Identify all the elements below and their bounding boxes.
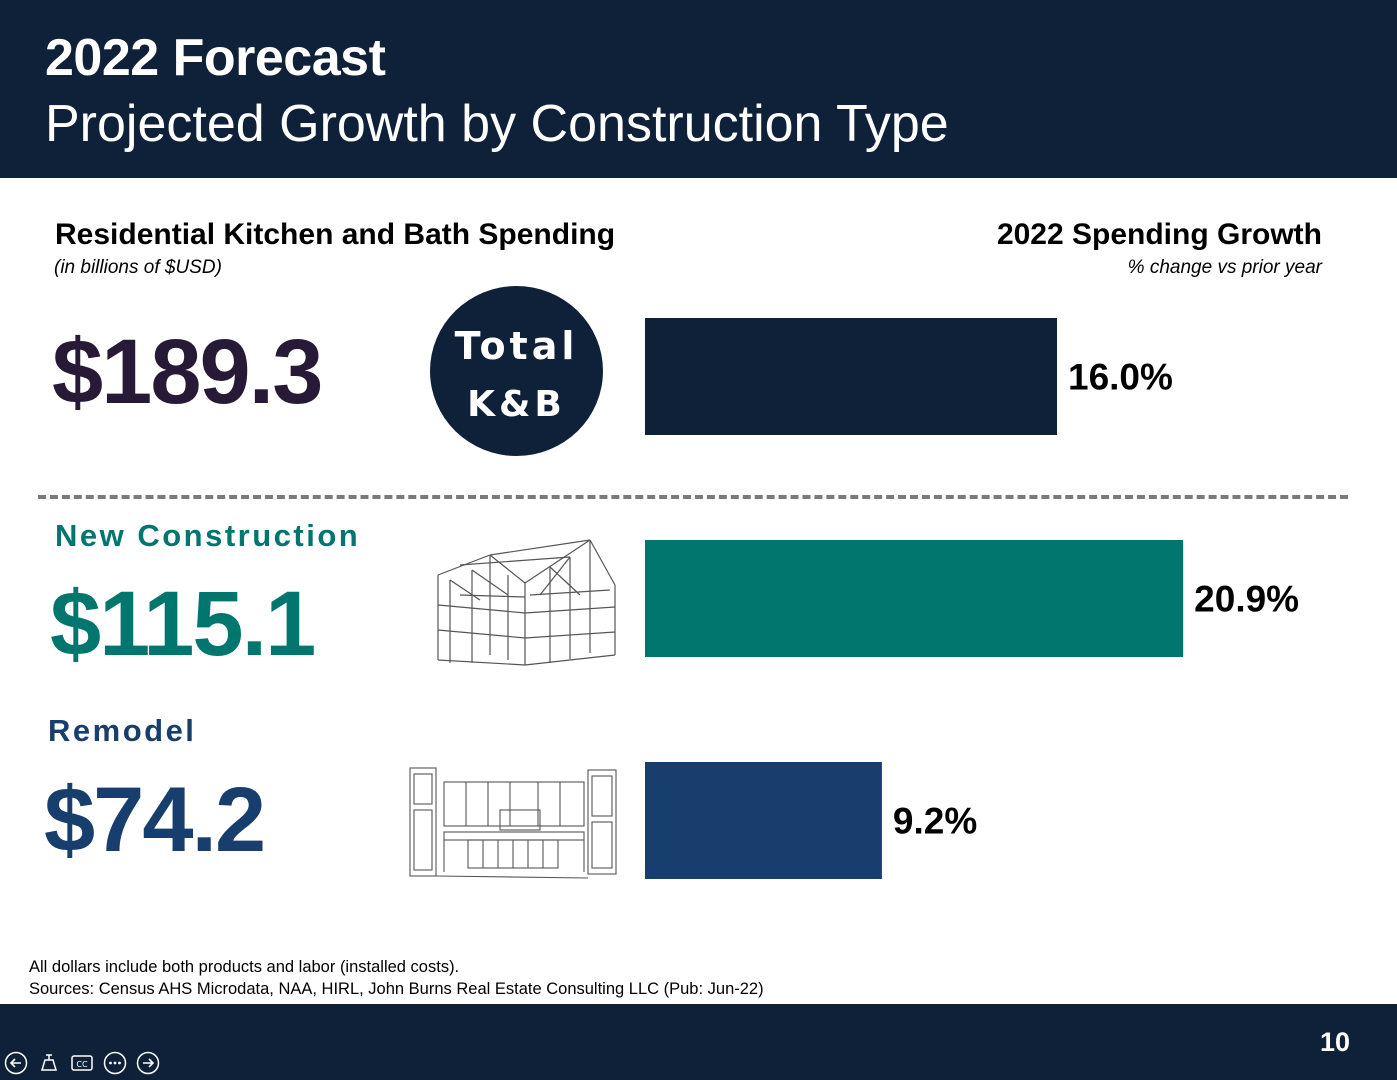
next-icon[interactable] — [136, 1051, 160, 1075]
captions-icon[interactable]: CC — [70, 1051, 94, 1075]
badge-line-kb: K&B — [467, 384, 566, 425]
svg-text:CC: CC — [76, 1060, 88, 1069]
bar-label-total-kb: 16.0% — [1068, 357, 1173, 398]
bar-total-kb — [645, 318, 1057, 435]
pointer-icon[interactable] — [37, 1051, 61, 1075]
remodel-value: $74.2 — [44, 769, 266, 871]
bar-new-construction — [645, 540, 1184, 657]
spending-heading: Residential Kitchen and Bath Spending — [55, 218, 616, 251]
kitchen-cabinets-illustration — [409, 767, 617, 879]
section-divider — [38, 495, 1348, 499]
bar-remodel — [645, 762, 882, 879]
title-banner: 2022 Forecast Projected Growth by Constr… — [0, 0, 1397, 178]
new-construction-value: $115.1 — [50, 573, 316, 675]
remodel-label: Remodel — [48, 713, 197, 748]
footnote-installed-costs: All dollars include both products and la… — [29, 958, 460, 976]
spending-units: (in billions of $USD) — [54, 257, 222, 278]
badge-line-total: Total — [454, 324, 579, 368]
slide-title: 2022 Forecast — [45, 29, 386, 87]
total-kb-badge: Total K&B — [430, 286, 603, 456]
bar-label-remodel: 9.2% — [893, 801, 977, 842]
growth-heading: 2022 Spending Growth — [996, 218, 1322, 251]
bar-label-new-construction: 20.9% — [1194, 579, 1299, 620]
growth-units: % change vs prior year — [1127, 257, 1322, 278]
total-value: $189.3 — [52, 321, 323, 423]
slideshow-nav: CC — [4, 1051, 160, 1075]
previous-icon[interactable] — [4, 1051, 28, 1075]
timber-frame-house-illustration — [437, 539, 616, 666]
footer-bar — [0, 1004, 1397, 1080]
footnote-sources: Sources: Census AHS Microdata, NAA, HIRL… — [29, 980, 764, 998]
page-number: 10 — [1319, 1027, 1350, 1057]
slide-subtitle: Projected Growth by Construction Type — [45, 95, 949, 153]
new-construction-label: New Construction — [55, 518, 361, 553]
more-icon[interactable] — [103, 1051, 127, 1075]
